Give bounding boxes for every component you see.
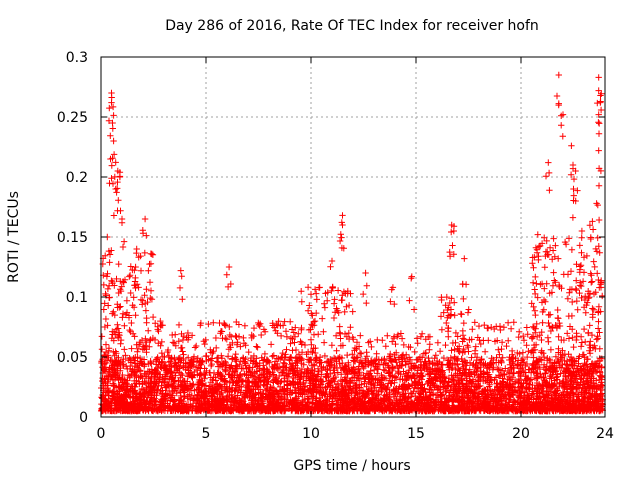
data-point	[248, 382, 256, 389]
data-point	[499, 354, 506, 361]
data-point	[297, 354, 304, 362]
data-point	[596, 376, 603, 384]
data-point	[387, 372, 394, 379]
data-point	[524, 353, 531, 361]
data-point	[597, 373, 604, 380]
data-point	[338, 371, 345, 378]
data-point	[407, 373, 414, 380]
data-point	[553, 374, 560, 381]
data-point	[319, 384, 326, 392]
data-point	[384, 362, 391, 369]
data-point	[529, 381, 536, 389]
data-point	[318, 367, 326, 374]
data-point	[404, 372, 411, 379]
data-point	[185, 369, 192, 376]
data-point	[402, 377, 410, 384]
data-point	[361, 363, 369, 370]
data-point	[206, 369, 214, 376]
data-point	[126, 355, 133, 362]
data-point	[449, 376, 456, 383]
data-point	[440, 354, 448, 362]
data-point	[148, 360, 155, 367]
data-point	[283, 372, 291, 380]
data-point	[454, 355, 462, 362]
data-point	[281, 354, 288, 361]
data-point	[371, 366, 378, 374]
data-point	[378, 357, 385, 364]
data-point	[124, 365, 131, 373]
data-point	[466, 377, 473, 384]
data-point	[395, 388, 402, 396]
data-point	[336, 360, 343, 367]
data-point	[222, 367, 229, 374]
data-point	[374, 370, 381, 377]
data-point	[381, 355, 388, 363]
data-point	[167, 358, 174, 365]
data-point	[265, 357, 272, 365]
data-point	[498, 367, 506, 374]
data-point	[554, 387, 561, 394]
data-point	[381, 367, 389, 374]
data-point	[289, 389, 296, 396]
data-point	[426, 370, 434, 377]
data-point	[422, 388, 429, 396]
data-point	[371, 382, 378, 389]
data-point	[330, 374, 337, 382]
data-point	[331, 378, 338, 385]
data-point	[522, 362, 529, 370]
data-point	[388, 380, 395, 387]
data-point	[577, 376, 584, 383]
data-point	[376, 376, 383, 383]
data-point	[155, 382, 162, 390]
data-point	[185, 354, 192, 361]
data-point	[431, 355, 438, 362]
data-points	[98, 71, 606, 415]
data-point	[498, 359, 505, 366]
data-point	[507, 364, 515, 371]
data-point	[259, 357, 267, 364]
data-point	[468, 354, 475, 361]
data-point	[279, 363, 287, 370]
grid-lines	[101, 57, 605, 417]
data-point	[389, 364, 396, 371]
data-point	[389, 365, 397, 372]
data-point	[304, 365, 311, 372]
data-point	[433, 383, 441, 390]
data-point	[495, 366, 502, 373]
data-point	[494, 365, 501, 373]
